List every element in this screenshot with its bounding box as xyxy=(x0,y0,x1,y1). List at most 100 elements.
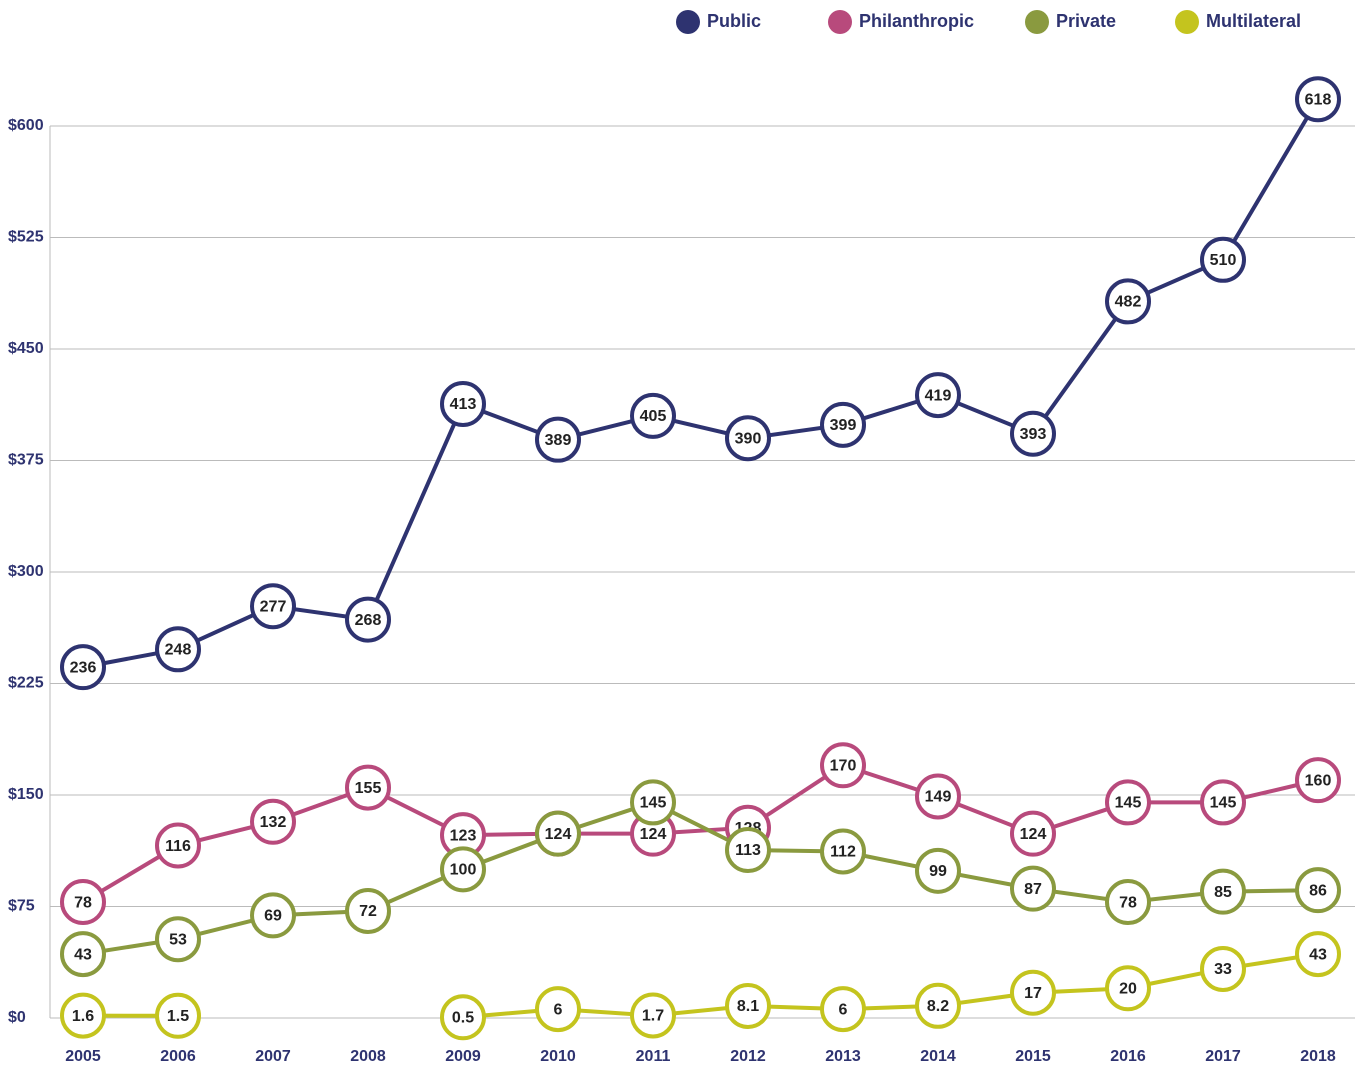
point-marker xyxy=(1295,757,1341,804)
point-marker xyxy=(155,916,201,963)
point-marker xyxy=(1105,965,1151,1012)
data-label: 43 xyxy=(74,946,92,963)
point-marker xyxy=(440,381,486,428)
data-label: 248 xyxy=(165,642,192,659)
point-marker xyxy=(1105,779,1151,826)
data-label: 72 xyxy=(359,903,377,920)
point-marker xyxy=(1295,867,1341,914)
x-tick-label: 2005 xyxy=(65,1048,101,1065)
data-label: 155 xyxy=(355,780,382,797)
y-tick-label: $375 xyxy=(8,452,44,469)
y-tick-label: $300 xyxy=(8,563,44,580)
point-marker xyxy=(1105,879,1151,926)
x-tick-label: 2017 xyxy=(1205,1048,1241,1065)
data-label: 277 xyxy=(260,598,287,615)
point-marker xyxy=(535,986,581,1033)
point-marker xyxy=(1200,236,1246,283)
data-label: 124 xyxy=(1020,826,1047,843)
y-tick-label: $75 xyxy=(8,898,35,915)
data-label: 145 xyxy=(640,795,667,812)
data-label: 393 xyxy=(1020,426,1047,443)
data-label: 124 xyxy=(640,826,667,843)
point-marker xyxy=(820,401,866,448)
point-marker xyxy=(915,773,961,820)
point-marker xyxy=(250,798,296,845)
point-marker xyxy=(820,742,866,789)
legend-label: Private xyxy=(1056,11,1116,31)
y-tick-label: $0 xyxy=(8,1009,26,1026)
data-label: 399 xyxy=(830,417,857,434)
data-label: 123 xyxy=(450,827,477,844)
y-tick-label: $525 xyxy=(8,229,44,246)
point-marker xyxy=(725,982,771,1029)
data-label: 8.2 xyxy=(927,998,949,1015)
point-marker xyxy=(60,992,106,1039)
data-label: 99 xyxy=(929,863,947,880)
point-marker xyxy=(1200,779,1246,826)
x-tick-label: 2009 xyxy=(445,1048,481,1065)
data-label: 124 xyxy=(545,826,572,843)
data-label: 116 xyxy=(165,838,191,855)
data-label: 112 xyxy=(830,844,856,861)
data-label: 390 xyxy=(735,430,762,447)
point-marker xyxy=(440,846,486,893)
data-label: 618 xyxy=(1305,91,1332,108)
point-marker xyxy=(535,416,581,463)
data-label: 0.5 xyxy=(452,1009,474,1026)
point-marker xyxy=(1200,868,1246,915)
point-marker xyxy=(155,626,201,673)
data-label: 78 xyxy=(1119,894,1137,911)
data-label: 43 xyxy=(1309,946,1327,963)
y-tick-label: $150 xyxy=(8,786,44,803)
y-tick-label: $450 xyxy=(8,340,44,357)
data-label: 86 xyxy=(1309,882,1327,899)
data-label: 132 xyxy=(260,814,287,831)
point-marker xyxy=(345,596,391,643)
data-label: 170 xyxy=(830,757,857,774)
point-marker xyxy=(725,415,771,462)
legend-marker xyxy=(676,10,700,34)
data-label: 145 xyxy=(1115,795,1142,812)
legend-label: Public xyxy=(707,11,761,31)
point-marker xyxy=(440,994,486,1041)
data-label: 113 xyxy=(735,842,761,859)
series-line xyxy=(82,98,1320,670)
legend-marker xyxy=(1025,10,1049,34)
data-label: 419 xyxy=(925,387,952,404)
point-marker xyxy=(915,982,961,1029)
point-marker xyxy=(915,372,961,419)
point-marker xyxy=(1105,278,1151,325)
point-marker xyxy=(1295,931,1341,978)
point-marker xyxy=(915,847,961,894)
point-marker xyxy=(1010,410,1056,457)
data-label: 20 xyxy=(1119,980,1137,997)
data-label: 482 xyxy=(1115,294,1142,311)
legend-marker xyxy=(1175,10,1199,34)
legend-marker xyxy=(828,10,852,34)
point-marker xyxy=(60,931,106,978)
data-label: 6 xyxy=(554,1001,563,1018)
data-label: 53 xyxy=(169,931,187,948)
x-tick-label: 2007 xyxy=(255,1048,291,1065)
data-label: 1.6 xyxy=(72,1008,94,1025)
point-marker xyxy=(155,992,201,1039)
point-marker xyxy=(60,644,106,691)
data-label: 17 xyxy=(1024,985,1042,1002)
data-label: 69 xyxy=(264,908,282,925)
data-label: 268 xyxy=(355,612,382,629)
legend-label: Multilateral xyxy=(1206,11,1301,31)
point-marker xyxy=(1010,969,1056,1016)
data-label: 389 xyxy=(545,432,572,449)
point-marker xyxy=(630,392,676,439)
data-label: 100 xyxy=(450,862,477,879)
data-label: 6 xyxy=(839,1001,848,1018)
point-marker xyxy=(1010,865,1056,912)
point-marker xyxy=(250,583,296,630)
data-label: 145 xyxy=(1210,795,1237,812)
x-tick-label: 2006 xyxy=(160,1048,196,1065)
data-label: 33 xyxy=(1214,961,1232,978)
point-marker xyxy=(60,879,106,926)
data-label: 8.1 xyxy=(737,998,759,1015)
point-marker xyxy=(155,822,201,869)
